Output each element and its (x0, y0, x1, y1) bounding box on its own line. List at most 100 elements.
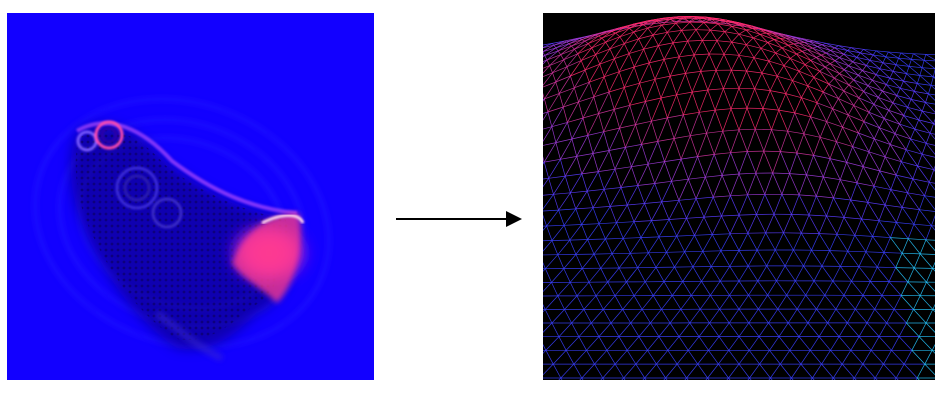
mesh-edge (712, 196, 722, 217)
mesh-edge (813, 280, 826, 296)
mesh-edge (717, 23, 733, 27)
mesh-edge (879, 170, 892, 190)
mesh-edge (914, 128, 927, 144)
mesh-edge (717, 23, 725, 32)
mesh-edge (697, 363, 708, 379)
mesh-edge (778, 109, 795, 114)
mesh-edge (798, 64, 806, 72)
mesh-edge (905, 138, 911, 150)
mesh-edge (672, 42, 680, 57)
mesh-edge (888, 109, 904, 116)
mesh-edge (931, 215, 935, 226)
mesh-edge (747, 214, 757, 234)
mesh-edge (906, 309, 914, 324)
mesh-edge (581, 223, 600, 225)
mesh-edge (658, 236, 667, 253)
mesh-edge (858, 322, 868, 337)
mesh-edge (599, 64, 605, 77)
mesh-edge (755, 150, 765, 174)
mesh-edge (870, 350, 884, 365)
mesh-edge (811, 250, 823, 267)
mesh-edge (689, 308, 701, 324)
mesh-edge (924, 363, 935, 376)
mesh-edge (860, 52, 871, 61)
mesh-edge (759, 363, 771, 379)
mesh-edge (555, 43, 570, 49)
mesh-edge (738, 172, 756, 175)
mesh-edge (768, 52, 776, 62)
mesh-edge (543, 214, 547, 227)
mesh-edge (551, 322, 560, 337)
mesh-edge (560, 138, 573, 160)
mesh-edge (868, 104, 875, 113)
mesh-edge (605, 36, 620, 43)
mesh-edge (615, 26, 626, 34)
mesh-edge (598, 31, 612, 37)
mesh-edge (822, 83, 830, 93)
mesh-edge (789, 336, 800, 351)
mesh-edge (932, 268, 935, 272)
mesh-edge (651, 201, 663, 221)
mesh-edge (834, 60, 849, 67)
mesh-edge (877, 266, 890, 282)
mesh-edge (622, 238, 631, 254)
mesh-edge (667, 336, 680, 351)
mesh-edge (792, 80, 808, 87)
mesh-edge (785, 37, 800, 44)
mesh-edge (868, 151, 886, 158)
mesh-edge (800, 232, 812, 251)
mesh-edge (717, 20, 726, 25)
mesh-edge (576, 281, 590, 297)
mesh-edge (821, 54, 836, 62)
mesh-edge (738, 128, 756, 131)
mesh-edge (838, 90, 845, 99)
mesh-edge (676, 18, 682, 22)
mesh-edge (762, 90, 771, 109)
mesh-edge (639, 78, 655, 84)
mesh-edge (805, 294, 817, 310)
mesh-edge (708, 40, 718, 55)
mesh-edge (900, 88, 912, 100)
mesh-edge (842, 126, 859, 134)
mesh-edge (633, 27, 648, 33)
mesh-edge (546, 59, 550, 66)
mesh-edge (664, 138, 675, 162)
mesh-edge (764, 172, 774, 195)
mesh-edge (842, 126, 853, 147)
mesh-edge (885, 51, 889, 57)
mesh-edge (903, 107, 908, 116)
mesh-edge (767, 42, 776, 54)
mesh-edge (569, 239, 588, 241)
mesh-edge (620, 166, 632, 188)
mesh-edge (564, 224, 582, 226)
mesh-edge (570, 192, 577, 210)
mesh-edge (592, 131, 605, 154)
mesh-edge (895, 253, 903, 268)
mesh-edge (580, 60, 586, 71)
mesh-edge (647, 161, 665, 165)
mesh-edge (869, 54, 874, 61)
mesh-edge (723, 87, 740, 90)
mesh-edge (754, 88, 764, 109)
mesh-edge (857, 74, 869, 86)
mesh-edge (692, 15, 706, 18)
mesh-edge (594, 363, 604, 379)
mesh-edge (647, 164, 656, 184)
mesh-edge (642, 19, 653, 25)
mesh-edge (889, 77, 901, 89)
mesh-edge (543, 72, 553, 86)
mesh-edge (816, 57, 831, 65)
mesh-edge (806, 174, 824, 178)
mesh-edge (900, 281, 909, 296)
mesh-edge (701, 21, 715, 23)
mesh-edge (678, 336, 689, 351)
mesh-edge (873, 185, 891, 190)
mesh-edge (686, 198, 697, 219)
mesh-edge (582, 117, 589, 136)
mesh-edge (791, 363, 802, 379)
mesh-edge (576, 135, 589, 157)
mesh-edge (564, 295, 578, 310)
mesh-edge (555, 75, 571, 83)
mesh-edge (868, 151, 881, 172)
mesh-edge (767, 280, 777, 296)
